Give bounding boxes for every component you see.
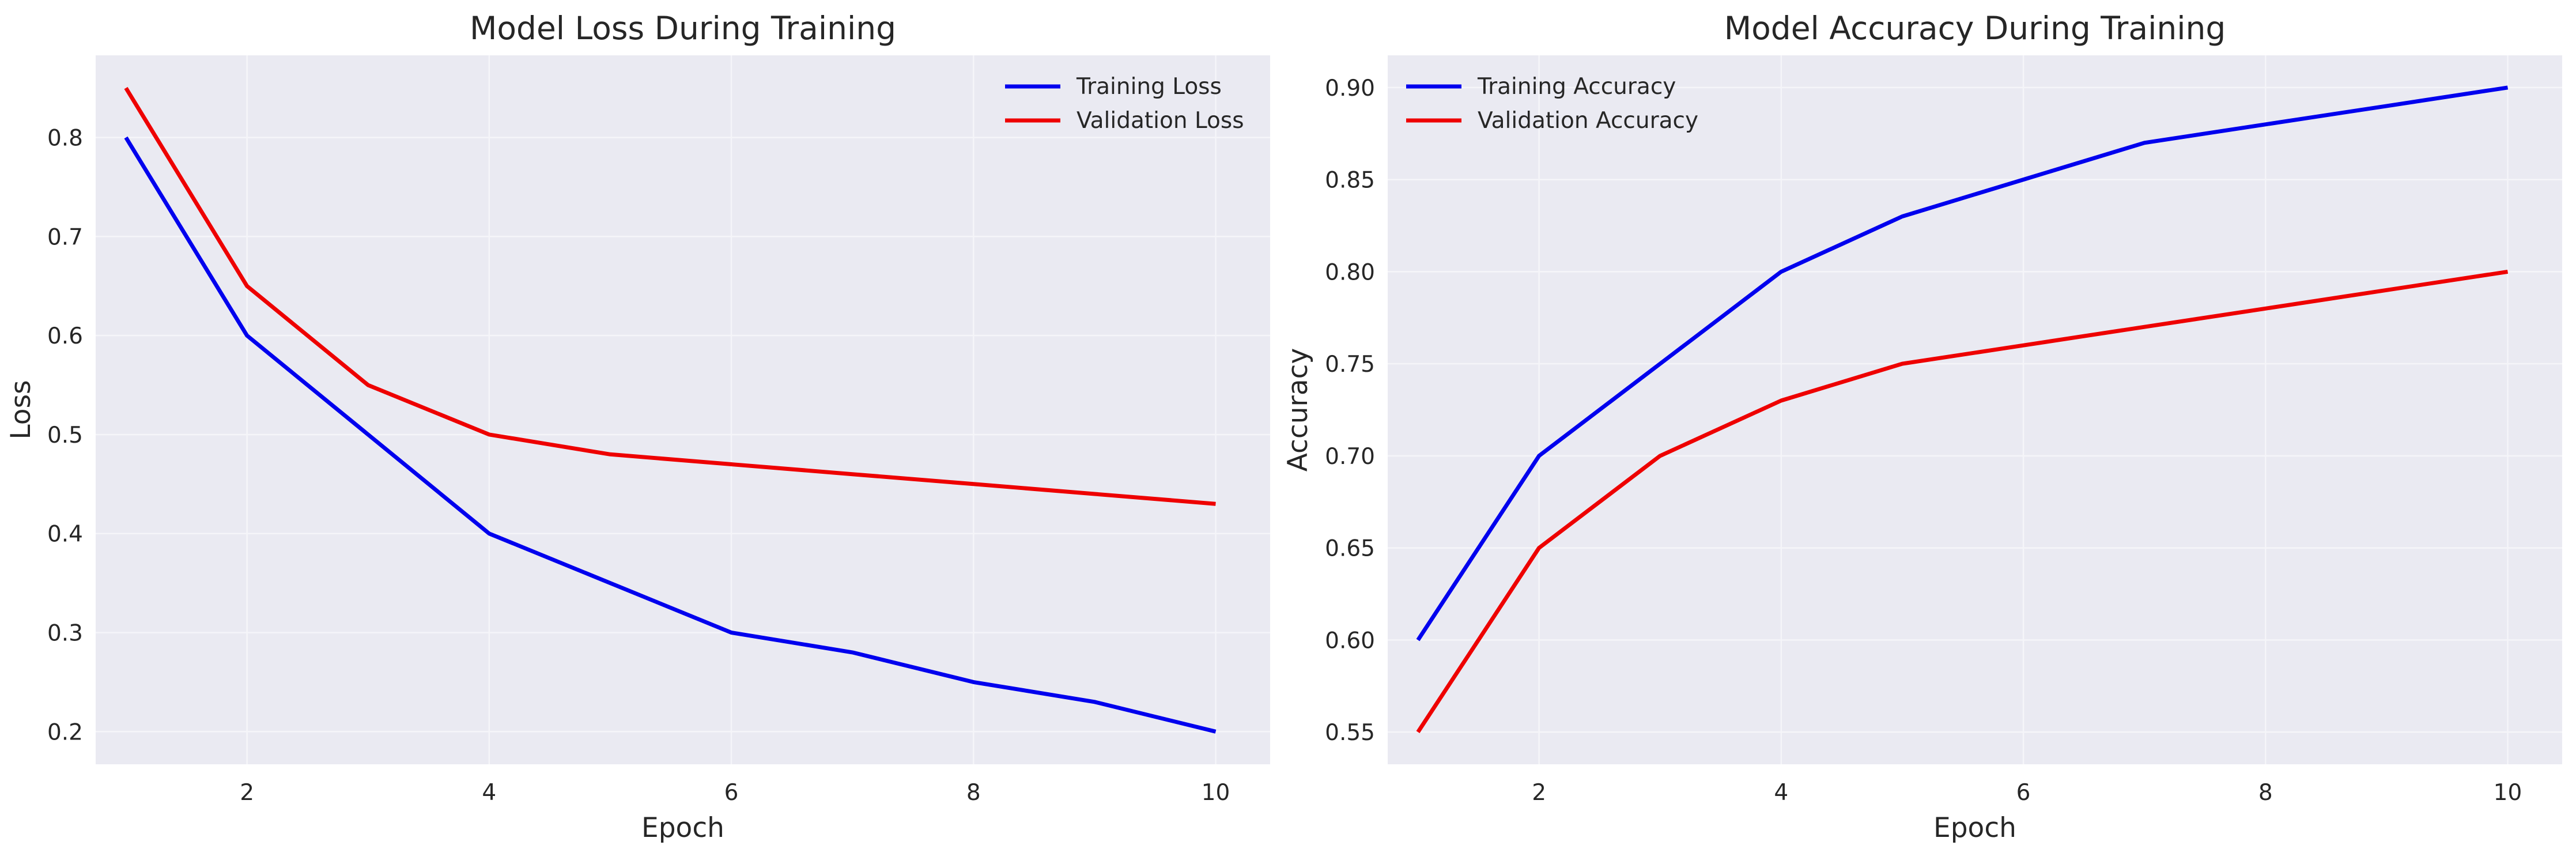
loss-chart-x-tick-label: 8 (966, 780, 981, 806)
accuracy-chart-data-point (1539, 548, 1540, 549)
accuracy-chart-data-point (1418, 731, 1419, 733)
accuracy-chart-x-tick-label: 10 (2494, 780, 2522, 806)
accuracy-chart-data-point (1781, 271, 1782, 272)
accuracy-chart: Model Accuracy During Training Epoch Acc… (1282, 10, 2562, 844)
accuracy-chart-y-tick-label: 0.80 (1325, 259, 1375, 285)
loss-chart-data-point (247, 335, 248, 336)
loss-chart-data-point (126, 137, 127, 138)
loss-chart-legend-label: Training Loss (1076, 74, 1222, 100)
loss-chart-series-line-1 (124, 136, 1217, 734)
loss-chart-data-point (973, 681, 974, 682)
accuracy-chart-data-point (2265, 308, 2266, 309)
accuracy-chart-legend-label: Validation Accuracy (1478, 108, 1698, 134)
loss-chart-series-line-2 (124, 86, 1216, 506)
loss-chart-x-tick-label: 6 (724, 780, 739, 806)
accuracy-chart-data-point (2507, 87, 2508, 88)
accuracy-chart-data-point (1539, 455, 1540, 456)
loss-chart-data-point (489, 434, 490, 435)
loss-chart-y-tick-label: 0.8 (47, 126, 83, 152)
loss-chart-data-point (1215, 503, 1216, 504)
loss-chart-y-axis-label: Loss (5, 380, 37, 439)
loss-chart-data-point (973, 484, 974, 485)
accuracy-chart-data-point (2265, 124, 2266, 125)
accuracy-chart-data-point (2144, 326, 2145, 327)
accuracy-chart-y-tick-label: 0.60 (1325, 628, 1375, 654)
accuracy-chart-y-tick-label: 0.65 (1325, 536, 1375, 562)
accuracy-chart-x-axis-label: Epoch (1933, 812, 2016, 844)
loss-chart-data-point (1094, 701, 1095, 703)
accuracy-chart-data-point (2023, 179, 2024, 180)
accuracy-chart-data-point (2023, 345, 2024, 346)
loss-chart-data-point (610, 583, 611, 584)
loss-chart-x-tick-label: 10 (1202, 780, 1230, 806)
loss-chart-y-tick-label: 0.2 (47, 719, 83, 745)
loss-chart-data-point (610, 454, 611, 455)
loss-chart-y-tick-label: 0.7 (47, 224, 83, 250)
accuracy-chart-data-point (2386, 289, 2387, 290)
loss-chart-data-point (731, 463, 732, 465)
accuracy-chart-data-point (1418, 639, 1419, 640)
loss-chart-data-point (1094, 493, 1095, 495)
loss-chart-data-point (852, 652, 853, 653)
accuracy-chart-y-tick-label: 0.55 (1325, 720, 1375, 746)
loss-chart-data-point (489, 533, 490, 534)
accuracy-chart-data-point (1781, 400, 1782, 401)
loss-chart-x-tick-label: 4 (482, 780, 496, 806)
loss-chart-data-point (1215, 731, 1216, 732)
accuracy-chart-data-point (2507, 271, 2508, 272)
loss-chart-x-axis-label: Epoch (641, 812, 724, 844)
accuracy-chart-title: Model Accuracy During Training (1724, 10, 2226, 47)
loss-chart-data-point (368, 434, 369, 435)
accuracy-chart-data-point (1902, 363, 1903, 364)
loss-chart-y-tick-label: 0.5 (47, 422, 83, 448)
accuracy-chart-x-tick-label: 2 (1532, 780, 1546, 806)
accuracy-chart-x-tick-label: 4 (1774, 780, 1788, 806)
accuracy-chart-y-tick-label: 0.85 (1325, 168, 1375, 194)
accuracy-chart-plot-area (1388, 55, 2562, 764)
loss-chart-plot-area (96, 55, 1270, 764)
accuracy-chart-series-line-1 (1416, 85, 2509, 642)
loss-chart-title: Model Loss During Training (470, 10, 896, 47)
loss-chart-y-tick-label: 0.6 (47, 323, 83, 349)
accuracy-chart-y-tick-label: 0.70 (1325, 444, 1375, 470)
loss-chart: Model Loss During Training Epoch Loss 2 4… (5, 10, 1270, 844)
accuracy-chart-data-point (2144, 142, 2145, 144)
accuracy-chart-x-tick-label: 6 (2016, 780, 2031, 806)
loss-chart-data-point (126, 88, 127, 89)
accuracy-chart-data-point (1660, 455, 1661, 456)
loss-chart-data-point (852, 474, 853, 475)
loss-chart-x-tick-label: 2 (240, 780, 254, 806)
accuracy-chart-y-tick-label: 0.75 (1325, 352, 1375, 378)
accuracy-chart-series-line-2 (1416, 269, 2509, 734)
accuracy-chart-data-point (1660, 363, 1661, 364)
loss-chart-data-point (731, 632, 732, 633)
accuracy-chart-y-axis-label: Accuracy (1282, 348, 1314, 472)
accuracy-chart-data-point (1902, 216, 1903, 217)
loss-chart-data-point (368, 384, 369, 386)
loss-chart-y-tick-label: 0.4 (47, 522, 83, 548)
loss-chart-y-tick-label: 0.3 (47, 621, 83, 647)
loss-chart-legend-label: Validation Loss (1077, 108, 1244, 134)
accuracy-chart-data-point (2386, 105, 2387, 107)
accuracy-chart-y-tick-label: 0.90 (1325, 76, 1375, 101)
accuracy-chart-legend-label: Training Accuracy (1477, 74, 1676, 100)
loss-chart-data-point (247, 285, 248, 286)
accuracy-chart-x-tick-label: 8 (2258, 780, 2273, 806)
